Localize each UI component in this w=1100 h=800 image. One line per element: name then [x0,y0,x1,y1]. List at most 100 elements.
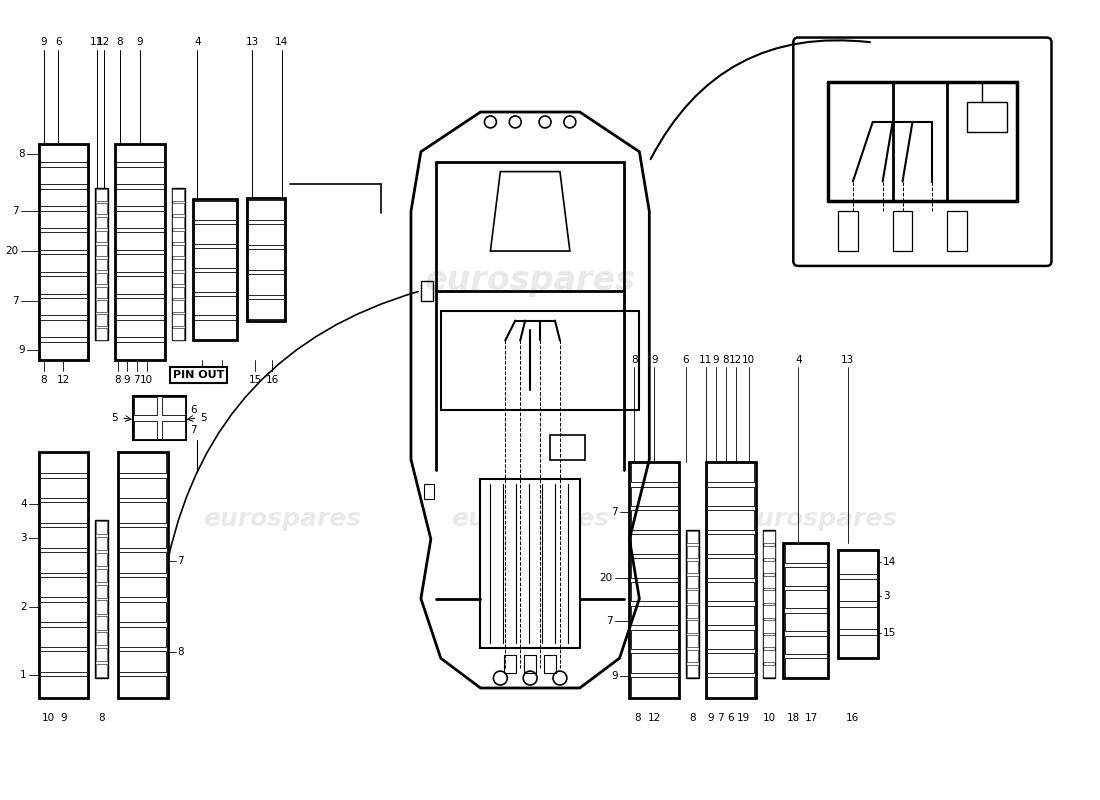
Bar [173,314,184,326]
Text: 15: 15 [249,375,262,385]
Bar [96,231,108,242]
Bar [40,276,87,294]
Bar [40,502,87,523]
Bar [96,521,108,534]
Text: eurospares: eurospares [451,507,609,531]
Bar [630,534,678,554]
Bar [117,254,164,272]
Bar [173,217,184,229]
Text: 8: 8 [117,38,123,47]
Bar [96,616,108,630]
Bar [784,590,827,608]
Bar [763,606,774,618]
Bar [763,590,774,602]
Bar [525,655,536,673]
Text: 9: 9 [18,346,24,355]
Bar [504,655,516,673]
Bar [194,248,236,268]
Bar [117,210,164,228]
Bar [707,630,755,649]
Text: eurospares: eurospares [202,507,361,531]
Text: 6: 6 [727,713,734,723]
Text: 10: 10 [141,375,153,385]
Bar [162,421,185,438]
Bar [117,298,164,315]
Bar [96,189,108,341]
Bar [686,635,698,647]
Bar [763,665,774,678]
Bar [686,606,698,618]
Text: 9: 9 [123,375,130,385]
Text: 17: 17 [804,713,817,723]
Bar [134,397,157,415]
Bar [119,651,166,672]
Bar [96,203,108,214]
Bar [763,620,774,633]
Text: 3: 3 [219,375,225,385]
Bar [194,296,236,315]
Text: eurospares: eurospares [425,264,636,298]
Bar [763,575,774,588]
Text: 13: 13 [842,355,855,366]
Bar [839,579,877,602]
Bar [784,567,827,586]
Bar [839,551,877,574]
Bar [173,328,184,340]
Bar [763,546,774,558]
Bar [173,286,184,298]
Text: 15: 15 [882,628,895,638]
Text: 7: 7 [177,556,184,566]
Text: 8: 8 [114,375,121,385]
Bar [630,654,678,673]
Text: 7: 7 [610,507,617,518]
Bar [686,620,698,633]
Bar [117,342,164,359]
Bar [40,602,87,622]
Bar [194,225,236,244]
Bar [192,199,238,341]
Bar [117,320,164,338]
Bar [173,190,184,201]
Text: 10: 10 [762,713,776,723]
Text: 11: 11 [90,38,103,47]
Text: 9: 9 [610,671,617,681]
Text: 11: 11 [700,355,713,366]
Bar [40,453,87,474]
Bar [172,189,185,341]
Bar [96,600,108,614]
Bar [173,301,184,312]
Bar [967,102,1006,132]
Text: 2: 2 [20,602,26,611]
Bar [707,558,755,578]
Bar [119,577,166,598]
Bar [117,167,164,184]
Bar [763,531,774,543]
Bar [707,606,755,626]
Text: 7: 7 [12,296,19,306]
Bar [117,232,164,250]
Bar [707,582,755,602]
Bar [686,546,698,558]
Bar [96,632,108,646]
Bar [249,200,284,220]
Text: 19: 19 [737,713,750,723]
Bar [706,462,756,698]
Bar [96,520,108,678]
Bar [119,453,166,474]
Text: 9: 9 [713,355,719,366]
Text: 12: 12 [57,375,70,385]
Bar [119,602,166,622]
Bar [481,479,580,648]
Text: 8: 8 [631,355,638,366]
Text: 8: 8 [177,647,184,658]
Text: 12: 12 [729,355,743,366]
Bar [117,189,164,206]
Bar [96,286,108,298]
Bar [119,552,166,573]
Bar [119,527,166,548]
Bar [839,606,877,629]
Bar [96,273,108,284]
Text: 12: 12 [648,713,661,723]
Bar [40,676,87,697]
Bar [249,274,284,294]
